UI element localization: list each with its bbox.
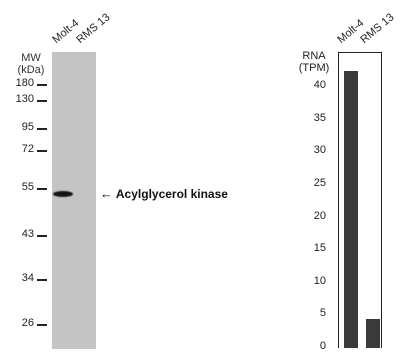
left-arrow-icon: ← — [100, 186, 113, 201]
rna-y-tick-label: 20 — [313, 209, 326, 222]
mw-marker-label: 34 — [21, 272, 34, 284]
mw-marker-tick — [37, 150, 47, 152]
mw-marker-tick — [37, 324, 47, 326]
rna-bar-rms-13 — [366, 318, 380, 348]
mw-marker-label: 55 — [21, 181, 34, 193]
target-protein-label: Acylglycerol kinase — [115, 187, 228, 201]
rna-y-tick-label: 30 — [313, 144, 326, 157]
rna-bar-molt-4 — [344, 70, 358, 348]
mw-marker-label: 130 — [15, 93, 34, 105]
rna-y-tick-label: 0 — [319, 340, 326, 352]
rna-y-tick-label: 10 — [313, 274, 326, 287]
rna-chart-frame — [338, 52, 382, 348]
mw-unit: (kDa) — [17, 64, 45, 76]
blot-lane-label-molt4: Molt-4 — [50, 17, 82, 46]
target-annotation: ← Acylglycerol kinase — [100, 186, 228, 201]
rna-y-tick-label: 5 — [319, 307, 326, 320]
mw-marker-label: 26 — [21, 317, 34, 329]
rna-y-tick-label: 40 — [313, 79, 326, 91]
mw-marker-tick — [37, 128, 47, 130]
rna-axis-title-line-2: (TPM) — [298, 62, 330, 74]
mw-marker-label: 180 — [15, 77, 34, 89]
rna-y-tick-label: 35 — [313, 111, 326, 124]
mw-marker-label: 95 — [21, 121, 34, 133]
rna-axis-title-line-1: RNA — [302, 50, 326, 62]
rna-axis-title: RNA (TPM) — [296, 50, 332, 74]
rna-y-tick-label: 15 — [313, 242, 326, 255]
rna-y-tick-label: 25 — [313, 176, 326, 189]
blot-lane-label-rms13: RMS 13 — [74, 11, 113, 46]
blot-band-molt4 — [53, 191, 73, 197]
mw-marker-label: 43 — [21, 228, 34, 240]
mw-marker-tick — [37, 84, 47, 86]
chart-category-label-rms13: RMS 13 — [358, 11, 397, 46]
mw-label: MW — [21, 52, 41, 64]
mw-marker-tick — [37, 188, 47, 190]
mw-marker-tick — [37, 100, 47, 102]
blot-membrane — [52, 52, 96, 349]
mw-marker-label: 72 — [21, 143, 34, 155]
mw-marker-tick — [37, 279, 47, 281]
mw-axis-title: MW (kDa) — [14, 52, 48, 76]
mw-marker-tick — [37, 235, 47, 237]
